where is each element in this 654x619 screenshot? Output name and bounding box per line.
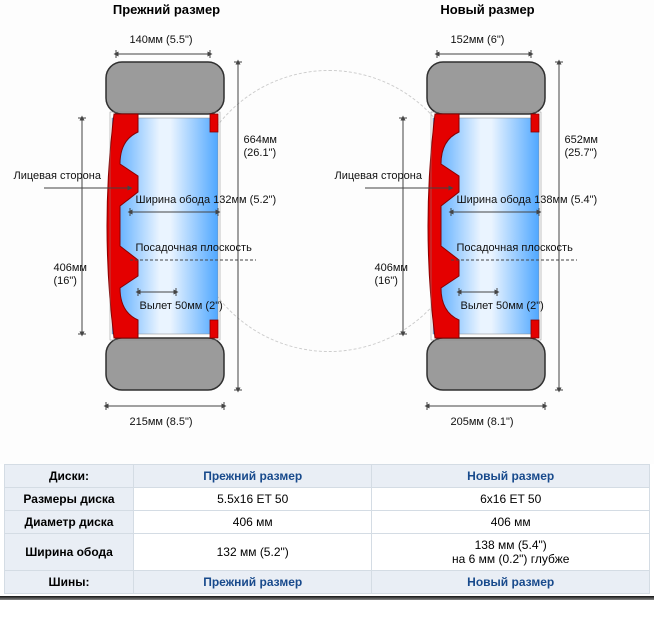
table-footer-row: Шины: Прежний размер Новый размер xyxy=(5,571,650,594)
label-rimw: Ширина обода 132мм (5.2") xyxy=(136,194,277,207)
row-label: Размеры диска xyxy=(5,488,134,511)
label-rimw: Ширина обода 138мм (5.4") xyxy=(457,194,598,207)
diagrams-area: Прежний размер 140мм (5.5") 215мм (8.5") 6… xyxy=(0,0,654,464)
dim-top-width: 140мм (5.5") xyxy=(130,34,193,47)
table-row: Размеры диска5.5x16 ET 506x16 ET 50 xyxy=(5,488,650,511)
dim-bottom-width: 215мм (8.5") xyxy=(130,416,193,429)
dim-bottom-width: 205мм (8.1") xyxy=(451,416,514,429)
label-seat: Посадочная плоскость xyxy=(457,242,573,255)
comparison-table: Диски: Прежний размер Новый размер Разме… xyxy=(4,464,650,594)
cell-right: 138 мм (5.4")на 6 мм (0.2") глубже xyxy=(372,534,650,571)
cell-left: 132 мм (5.2") xyxy=(134,534,372,571)
label-offset: Вылет 50мм (2") xyxy=(461,300,544,313)
dim-rim-d: 406мм(16") xyxy=(54,262,87,288)
panel-left: Прежний размер 140мм (5.5") 215мм (8.5") 6… xyxy=(12,0,322,450)
title-left: Прежний размер xyxy=(12,2,322,17)
footer-label: Шины: xyxy=(5,571,134,594)
label-offset: Вылет 50мм (2") xyxy=(140,300,223,313)
cell-right: 6x16 ET 50 xyxy=(372,488,650,511)
cell-right: 406 мм xyxy=(372,511,650,534)
title-right: Новый размер xyxy=(333,2,643,17)
dim-top-width: 152мм (6") xyxy=(451,34,505,47)
label-seat: Посадочная плоскость xyxy=(136,242,252,255)
footer-col-left: Прежний размер xyxy=(134,571,372,594)
header-col-left: Прежний размер xyxy=(134,465,372,488)
label-face: Лицевая сторона xyxy=(335,170,422,183)
dim-rim-d: 406мм(16") xyxy=(375,262,408,288)
panel-right: Новый размер 152мм (6") 205мм (8.1") 652мм… xyxy=(333,0,643,450)
table-header-row: Диски: Прежний размер Новый размер xyxy=(5,465,650,488)
table-row: Ширина обода132 мм (5.2")138 мм (5.4")на… xyxy=(5,534,650,571)
dim-outer-h: 652мм(25.7") xyxy=(565,134,598,160)
footer-col-right: Новый размер xyxy=(372,571,650,594)
label-face: Лицевая сторона xyxy=(14,170,101,183)
row-label: Диаметр диска xyxy=(5,511,134,534)
cell-left: 406 мм xyxy=(134,511,372,534)
cell-left: 5.5x16 ET 50 xyxy=(134,488,372,511)
table-body: Размеры диска5.5x16 ET 506x16 ET 50Диаме… xyxy=(5,488,650,571)
dim-outer-h: 664мм(26.1") xyxy=(244,134,277,160)
bottom-strip xyxy=(0,596,654,600)
header-col-right: Новый размер xyxy=(372,465,650,488)
header-label: Диски: xyxy=(5,465,134,488)
table-row: Диаметр диска406 мм406 мм xyxy=(5,511,650,534)
row-label: Ширина обода xyxy=(5,534,134,571)
